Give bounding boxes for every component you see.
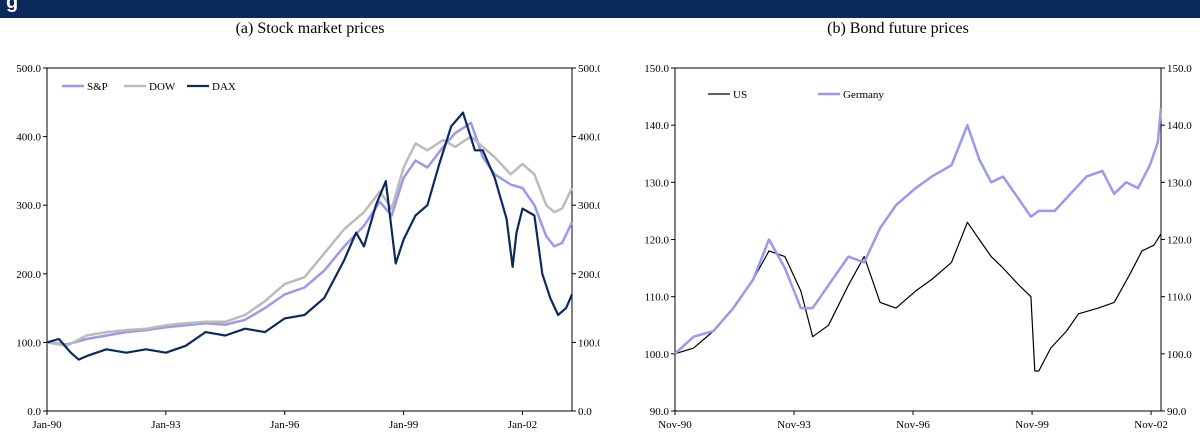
- chart-b-ytick-right-label: 140.0: [1167, 120, 1192, 132]
- chart-a-ytick-left-label: 400.0: [16, 132, 41, 144]
- chart-b-ytick-left-label: 100.0: [644, 349, 669, 361]
- chart-b-ytick-right-label: 130.0: [1167, 177, 1192, 189]
- chart-a-ytick-left-label: 200.0: [16, 269, 41, 281]
- chart-b-ytick-left-label: 150.0: [644, 63, 669, 75]
- chart-a-ytick-left-label: 500.0: [16, 63, 41, 75]
- figure-header-text: g: [6, 0, 19, 13]
- chart-a-ytick-left-label: 100.0: [16, 337, 41, 349]
- chart-a-legend-dow-label: DOW: [149, 81, 176, 93]
- chart-a-ytick-left-label: 300.0: [16, 200, 41, 212]
- chart-b-ytick-left-label: 120.0: [644, 235, 669, 247]
- chart-b-series-us-line: [674, 221, 1162, 372]
- chart-b-ytick-right-label: 120.0: [1167, 235, 1192, 247]
- chart-b-ytick-right-label: 100.0: [1167, 349, 1192, 361]
- chart-a-series-sp-line: [46, 121, 574, 346]
- chart-b-ytick-right-label: 110.0: [1167, 292, 1192, 304]
- figure-header-bar: g: [0, 0, 1200, 18]
- chart-a-xtick-label: Jan-02: [508, 419, 537, 431]
- chart-a-ytick-right-label: 100.0: [578, 337, 600, 349]
- chart-a-ytick-right-label: 400.0: [578, 132, 600, 144]
- chart-a-xtick-label: Jan-93: [151, 419, 181, 431]
- chart-b-ytick-left-label: 130.0: [644, 177, 669, 189]
- chart-a-xtick-label: Jan-96: [270, 419, 300, 431]
- chart-b-ytick-left-label: 90.0: [650, 406, 670, 418]
- chart-a-series-dax-line: [46, 111, 574, 361]
- chart-b-xtick-label: Nov-99: [1015, 419, 1049, 431]
- chart-a-xtick-label: Jan-90: [32, 419, 62, 431]
- chart-a-plot-frame: [46, 67, 573, 412]
- chart-b-xtick-label: Nov-93: [777, 419, 811, 431]
- chart-a-stock-prices: 0.0 0.0 100.0 100.0 200.0 200.0 300.0 300.0 400.…: [16, 63, 600, 431]
- chart-b-plot-frame: [674, 67, 1162, 412]
- chart-a-legend-dax-label: DAX: [212, 81, 236, 93]
- chart-a-legend-sp-label: S&P: [87, 81, 108, 93]
- chart-b-ytick-left-label: 110.0: [645, 292, 670, 304]
- chart-a-xtick-label: Jan-99: [389, 419, 419, 431]
- chart-b-ytick-right-label: 150.0: [1167, 63, 1192, 75]
- chart-b-legend-us-label: US: [733, 89, 747, 101]
- chart-a-ytick-right-label: 0.0: [578, 406, 592, 418]
- chart-b-series-germany-line: [674, 107, 1163, 355]
- chart-a-series-dow-line: [46, 135, 574, 348]
- chart-b-xtick-label: Nov-02: [1134, 419, 1168, 431]
- chart-a-ytick-right-label: 500.0: [578, 63, 600, 75]
- chart-a-ytick-right-label: 300.0: [578, 200, 600, 212]
- chart-a-ytick-left-label: 0.0: [27, 406, 41, 418]
- chart-b-xtick-label: Nov-96: [896, 419, 930, 431]
- chart-b-title: (b) Bond future prices: [827, 20, 969, 37]
- chart-b-ytick-left-label: 140.0: [644, 120, 669, 132]
- chart-b-ytick-right-label: 90.0: [1167, 406, 1187, 418]
- chart-a-ytick-right-label: 200.0: [578, 269, 600, 281]
- chart-a-title: (a) Stock market prices: [235, 20, 385, 37]
- chart-b-legend-germany-label: Germany: [843, 89, 884, 101]
- chart-b-xtick-label: Nov-90: [658, 419, 692, 431]
